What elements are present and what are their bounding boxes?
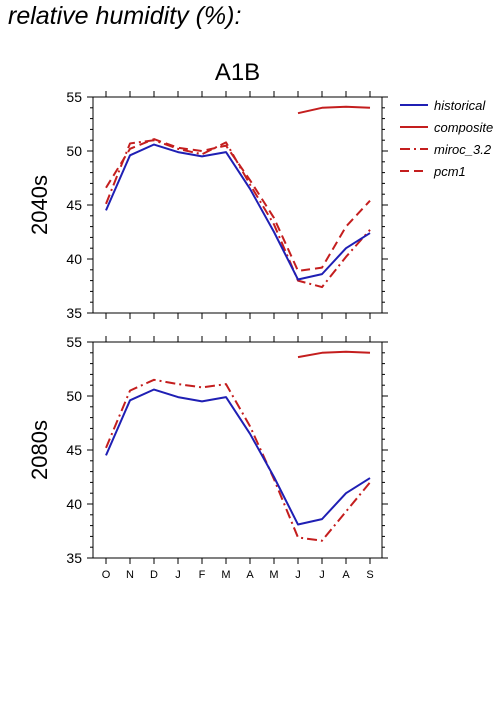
page-title: relative humidity (%): — [8, 2, 242, 30]
series-line-pcm1-2040s — [105, 138, 371, 272]
x-tick-label: M — [269, 569, 278, 581]
y-tick-label: 35 — [66, 550, 82, 566]
legend-label-miroc_3.2: miroc_3.2 — [434, 142, 492, 157]
series-line-composite-2080s — [297, 350, 371, 359]
series-line-composite-2040s — [297, 105, 371, 115]
plot-frame-2080s — [92, 341, 383, 559]
x-tick-label: S — [366, 569, 373, 581]
x-tick-label: J — [319, 569, 325, 581]
x-tick-label: A — [342, 569, 350, 581]
x-tick-label: O — [102, 569, 111, 581]
scenario-title: A1B — [215, 59, 260, 86]
x-tick-label: F — [199, 569, 206, 581]
x-tick-label: J — [295, 569, 301, 581]
x-tick-label: M — [221, 569, 230, 581]
y-tick-label: 40 — [66, 251, 82, 267]
y-tick-label: 55 — [66, 334, 82, 350]
legend-label-composite: composite — [434, 120, 493, 135]
legend-label-pcm1: pcm1 — [433, 164, 466, 179]
y-tick-label: 55 — [66, 89, 82, 105]
y-tick-label: 50 — [66, 388, 82, 404]
panel-label-2040s: 2040s — [27, 175, 52, 235]
y-tick-label: 35 — [66, 305, 82, 321]
x-tick-label: A — [246, 569, 254, 581]
x-tick-label: D — [150, 569, 158, 581]
y-tick-label: 45 — [66, 442, 82, 458]
series-line-historical-2040s — [105, 143, 371, 281]
y-tick-label: 45 — [66, 197, 82, 213]
panel-label-2080s: 2080s — [27, 420, 52, 480]
x-tick-label: J — [175, 569, 181, 581]
plot-frame-2040s — [92, 96, 383, 314]
y-tick-label: 50 — [66, 143, 82, 159]
series-line-historical-2080s — [105, 388, 371, 526]
legend-label-historical: historical — [434, 98, 486, 113]
series-line-miroc_3.2-2080s — [105, 378, 371, 542]
y-tick-label: 40 — [66, 496, 82, 512]
x-tick-label: N — [126, 569, 134, 581]
series-line-miroc_3.2-2040s — [105, 139, 371, 289]
